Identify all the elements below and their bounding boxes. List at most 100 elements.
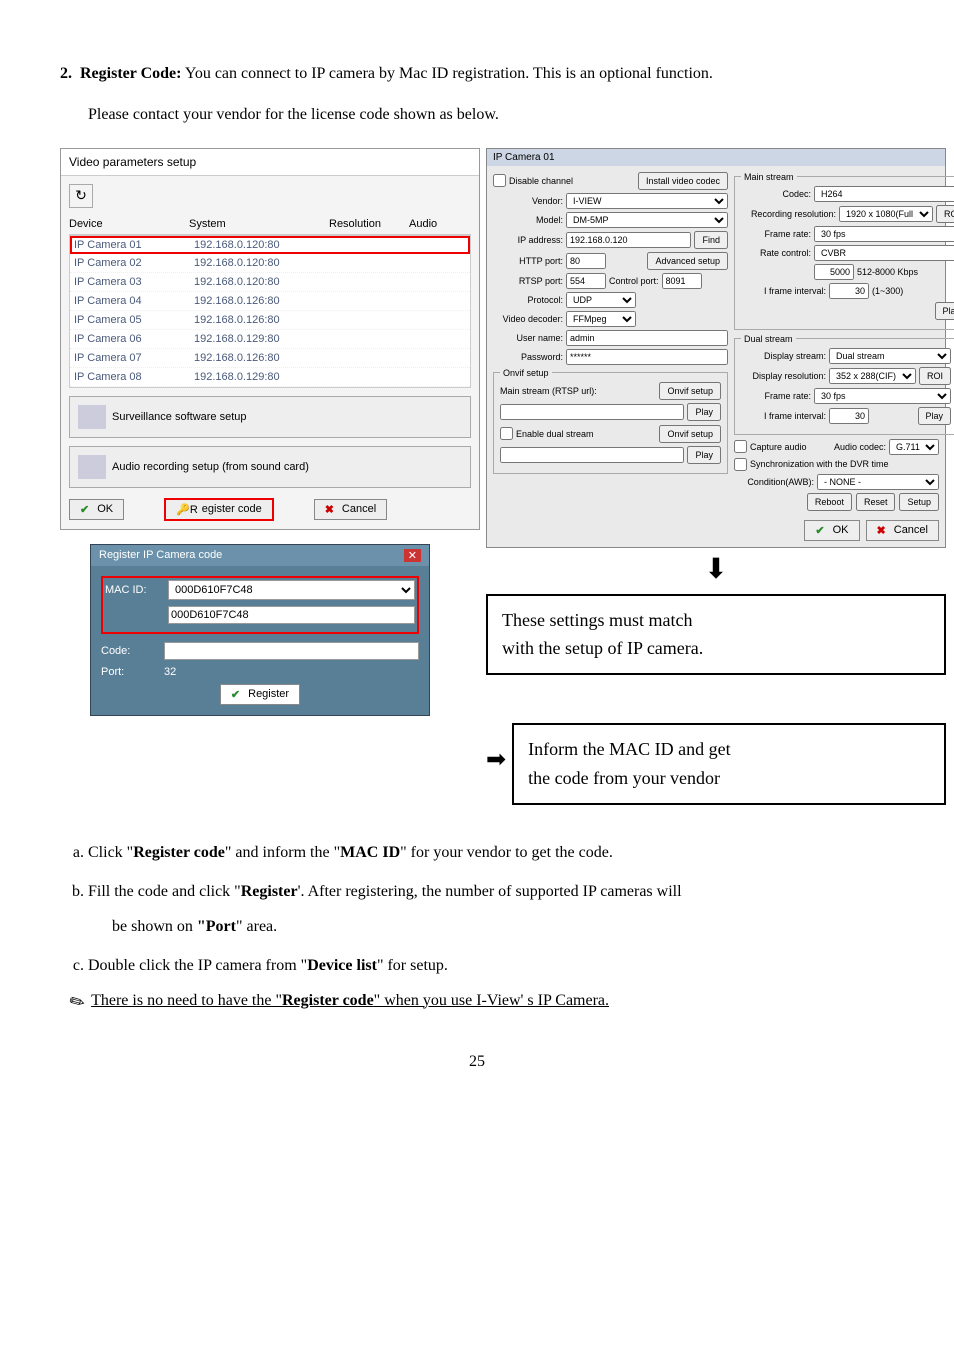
step-c: Double click the IP camera from "Device … <box>88 948 894 983</box>
ipc-title: IP Camera 01 <box>487 149 945 166</box>
audio-recording-button[interactable]: Audio recording setup (from sound card) <box>69 446 471 488</box>
table-row[interactable]: IP Camera 01192.168.0.120:80 <box>70 236 470 254</box>
decoder-select[interactable]: FFMpeg <box>566 311 636 327</box>
onvif-fieldset: Onvif setup Main stream (RTSP url):Onvif… <box>493 368 728 474</box>
mac-field[interactable] <box>168 606 415 624</box>
recres-select[interactable]: 1920 x 1080(Full <box>839 206 933 222</box>
col-system: System <box>189 218 329 230</box>
register-title: Register IP Camera code✕ <box>91 545 429 566</box>
step-b: Fill the code and click "Register'. Afte… <box>88 874 894 944</box>
mac-label: MAC ID: <box>105 584 160 596</box>
install-codec-button[interactable]: Install video codec <box>638 172 728 190</box>
register-code-button[interactable]: 🔑Register code <box>164 498 274 521</box>
col-device: Device <box>69 218 189 230</box>
table-row[interactable]: IP Camera 05192.168.0.126:80 <box>70 311 470 330</box>
reset-button[interactable]: Reset <box>856 493 896 511</box>
codec-select[interactable]: H264 <box>814 186 954 202</box>
steps-list: Click "Register code" and inform the "MA… <box>88 835 894 984</box>
password-field[interactable] <box>566 349 728 365</box>
iframe2-field[interactable] <box>829 408 869 424</box>
page-number: 25 <box>60 1053 894 1071</box>
cancel-button[interactable]: Cancel <box>314 499 387 520</box>
pencil-icon: ✎ <box>66 989 90 1015</box>
reboot-button[interactable]: Reboot <box>807 493 852 511</box>
kbps-field[interactable] <box>814 264 854 280</box>
register-dialog-area: Register IP Camera code✕ MAC ID: 000D610… <box>90 544 430 716</box>
find-button[interactable]: Find <box>694 231 728 249</box>
register-button[interactable]: Register <box>220 684 300 705</box>
advanced-button[interactable]: Advanced setup <box>647 252 728 270</box>
play-dual-button[interactable]: Play <box>918 407 952 425</box>
table-row[interactable]: IP Camera 07192.168.0.126:80 <box>70 349 470 368</box>
code-label: Code: <box>101 645 156 657</box>
onvif-button2[interactable]: Onvif setup <box>659 425 721 443</box>
iframe-field[interactable] <box>829 283 869 299</box>
ipc-cancel-button[interactable]: Cancel <box>866 520 939 541</box>
callout-mac-id: Inform the MAC ID and get the code from … <box>512 723 946 805</box>
col-resolution: Resolution <box>329 218 409 230</box>
username-field[interactable] <box>566 330 728 346</box>
ip-field[interactable] <box>566 232 691 248</box>
intro-text: You can connect to IP camera by Mac ID r… <box>181 65 712 82</box>
arrow-right-icon: ➡ <box>486 745 506 774</box>
ok-button[interactable]: OK <box>69 499 124 520</box>
framerate-select[interactable]: 30 fps <box>814 226 954 242</box>
roi-button[interactable]: ROI <box>936 205 954 223</box>
vendor-select[interactable]: I-VIEW <box>566 193 728 209</box>
figure-row: Video parameters setup ↻ Device System R… <box>60 148 894 805</box>
mac-select[interactable]: 000D610F7C48 <box>168 580 415 600</box>
http-field[interactable] <box>566 253 606 269</box>
port-value: 32 <box>164 666 176 678</box>
ratecontrol-select[interactable]: CVBR <box>814 245 954 261</box>
device-list: IP Camera 01192.168.0.120:80 IP Camera 0… <box>69 235 471 388</box>
surveillance-setup-button[interactable]: Surveillance software setup <box>69 396 471 438</box>
rtsp-field[interactable] <box>566 273 606 289</box>
displaystream-select[interactable]: Dual stream <box>829 348 951 364</box>
onvif-button[interactable]: Onvif setup <box>659 382 721 400</box>
table-row[interactable]: IP Camera 06192.168.0.129:80 <box>70 330 470 349</box>
protocol-select[interactable]: UDP <box>566 292 636 308</box>
audiocodec-select[interactable]: G.711 <box>889 439 939 455</box>
vps-header: Device System Resolution Audio <box>69 214 471 235</box>
ipc-ok-button[interactable]: OK <box>804 520 859 541</box>
mac-id-frame: MAC ID: 000D610F7C48 <box>101 576 419 634</box>
intro-label: Register Code: <box>80 65 181 82</box>
port-label: Port: <box>101 666 156 678</box>
table-row[interactable]: IP Camera 03192.168.0.120:80 <box>70 273 470 292</box>
setup-button[interactable]: Setup <box>899 493 939 511</box>
refresh-icon[interactable]: ↻ <box>69 184 93 208</box>
left-column: Video parameters setup ↻ Device System R… <box>60 148 480 805</box>
intro-line: 2. Register Code: You can connect to IP … <box>60 60 894 89</box>
ip-camera-dialog: IP Camera 01 Disable channel Install vid… <box>486 148 946 548</box>
enable-dual-checkbox[interactable] <box>500 427 513 440</box>
intro-sub: Please contact your vendor for the licen… <box>88 101 894 130</box>
right-column: IP Camera 01 Disable channel Install vid… <box>486 148 946 805</box>
main-stream-fieldset: Main stream Codec:H264 Recording resolut… <box>734 172 954 330</box>
table-row[interactable]: IP Camera 04192.168.0.126:80 <box>70 292 470 311</box>
table-row[interactable]: IP Camera 02192.168.0.120:80 <box>70 254 470 273</box>
displayres-select[interactable]: 352 x 288(CIF) <box>829 368 916 384</box>
note-line: ✎ There is no need to have the "Register… <box>70 992 894 1013</box>
table-row[interactable]: IP Camera 08192.168.0.129:80 <box>70 368 470 387</box>
play-button[interactable]: Play <box>687 403 721 421</box>
rtsp-url-field[interactable] <box>500 404 684 420</box>
play-button2[interactable]: Play <box>687 446 721 464</box>
code-field[interactable] <box>164 642 419 660</box>
vps-title: Video parameters setup <box>61 149 479 176</box>
condition-select[interactable]: - NONE - <box>817 474 939 490</box>
roi-button2[interactable]: ROI <box>919 367 951 385</box>
ctrl-field[interactable] <box>662 273 702 289</box>
play-main-button[interactable]: Play <box>935 302 954 320</box>
framerate2-select[interactable]: 30 fps <box>814 388 951 404</box>
capture-audio-checkbox[interactable] <box>734 440 747 453</box>
audio-icon <box>78 455 106 479</box>
video-params-dialog: Video parameters setup ↻ Device System R… <box>60 148 480 530</box>
sync-checkbox[interactable] <box>734 458 747 471</box>
callout-settings-match: These settings must match with the setup… <box>486 594 946 676</box>
close-icon[interactable]: ✕ <box>404 549 421 562</box>
dual-url-field[interactable] <box>500 447 684 463</box>
dual-stream-fieldset: Dual stream Display stream:Dual stream D… <box>734 334 954 435</box>
surveillance-icon <box>78 405 106 429</box>
disable-checkbox[interactable] <box>493 174 506 187</box>
model-select[interactable]: DM-5MP <box>566 212 728 228</box>
